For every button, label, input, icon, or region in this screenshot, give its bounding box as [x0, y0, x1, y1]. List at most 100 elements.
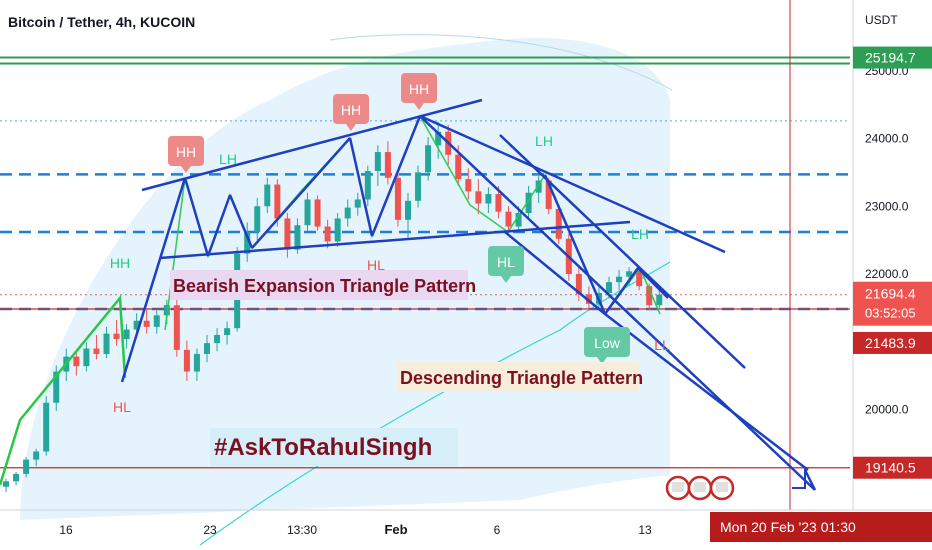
- candle-body: [475, 191, 482, 204]
- pattern-line: [141, 98, 483, 192]
- candle-body: [384, 152, 391, 178]
- pivot-label: LH: [219, 151, 237, 167]
- candle-body: [394, 177, 401, 220]
- annotation-bg: [170, 270, 468, 300]
- candle-body: [334, 218, 341, 242]
- annotation-text: #AskToRahulSingh: [214, 434, 432, 461]
- candle-body: [415, 172, 422, 201]
- candle-body: [324, 226, 331, 242]
- candle-body: [133, 320, 140, 330]
- candle-body: [344, 207, 351, 219]
- pattern-line: [419, 114, 726, 254]
- candle-body: [435, 131, 442, 146]
- y-tick-label: 24000.0: [865, 132, 909, 146]
- candle-body: [264, 184, 271, 207]
- candle-body: [143, 320, 150, 327]
- pattern-line: [603, 267, 640, 315]
- pivot-label: HL: [497, 254, 515, 270]
- candle-body: [636, 271, 643, 287]
- pivot-label: HL: [367, 257, 385, 273]
- pivot-label-pointer: [501, 276, 511, 283]
- candle-body: [53, 371, 60, 403]
- x-tick-label: 23: [203, 523, 217, 537]
- candle-body: [646, 286, 653, 306]
- event-flag-icon: [672, 482, 684, 492]
- pivot-label-box: [488, 246, 524, 276]
- pattern-line: [120, 177, 187, 383]
- candle-body: [364, 171, 371, 200]
- pivot-label-box: [401, 73, 437, 103]
- candle-body: [455, 154, 462, 180]
- annotation-text: Descending Triangle Pattern: [400, 368, 643, 388]
- price-badge: [853, 456, 932, 479]
- pattern-line: [604, 313, 809, 471]
- pivot-label: HH: [110, 255, 130, 271]
- candle-body: [224, 328, 231, 335]
- candle-body: [545, 180, 552, 209]
- trend-thin-line: [499, 134, 746, 369]
- candle-body: [33, 451, 40, 460]
- price-badge-text: 21483.9: [865, 335, 916, 351]
- date-badge: [710, 512, 932, 542]
- candle-body: [575, 274, 582, 295]
- annotation-bg: [397, 362, 639, 392]
- price-badge-text: 03:52:05: [865, 306, 916, 321]
- pivot-label: HH: [176, 144, 196, 160]
- green-trend-line: [0, 294, 127, 486]
- pattern-line: [251, 137, 351, 249]
- event-flag-icon: [716, 482, 728, 492]
- candle-body: [535, 180, 542, 193]
- pattern-line: [206, 194, 232, 257]
- price-badge-text: 25194.7: [865, 50, 916, 66]
- pivot-label: LL: [654, 337, 670, 353]
- y-tick-label: 22000.0: [865, 267, 909, 281]
- pivot-label: HH: [341, 102, 361, 118]
- candle-body: [374, 152, 381, 172]
- price-badge-text: 21694.4: [865, 286, 916, 302]
- pivot-label-pointer: [181, 166, 191, 173]
- candle-body: [314, 199, 321, 227]
- pattern-line: [637, 267, 669, 299]
- pivot-label-pointer: [597, 357, 607, 364]
- x-tick-label: 6: [494, 523, 501, 537]
- pattern-line: [803, 469, 817, 491]
- x-tick-label: 13:30: [287, 523, 317, 537]
- pivot-label: Low: [594, 335, 621, 351]
- price-badge: [853, 46, 932, 69]
- price-badge-text: 19140.5: [865, 460, 916, 476]
- pivot-label: HL: [113, 399, 131, 415]
- pattern-line: [183, 177, 210, 257]
- candle-body: [304, 199, 311, 226]
- currency-label: USDT: [865, 13, 898, 27]
- candle-body: [244, 231, 251, 254]
- pivot-label: LH: [535, 133, 553, 149]
- pivot-label-box: [584, 327, 630, 357]
- pattern-line: [504, 231, 606, 315]
- candle-body: [495, 194, 502, 212]
- candle-body: [23, 459, 30, 474]
- candle-body: [555, 208, 562, 239]
- price-badge: [853, 281, 932, 326]
- candle-body: [73, 356, 80, 367]
- x-tick-label: Feb: [384, 522, 407, 537]
- pattern-line: [348, 137, 374, 237]
- candle-body: [485, 194, 492, 204]
- pattern-line: [370, 115, 422, 237]
- date-badge-text: Mon 20 Feb '23 01:30: [720, 519, 856, 535]
- pattern-line: [419, 115, 816, 491]
- candle-body: [103, 333, 110, 354]
- candle-body: [425, 145, 432, 173]
- candle-body: [173, 305, 180, 350]
- candle-body: [153, 315, 160, 327]
- pattern-line: [159, 220, 631, 260]
- candle-body: [113, 333, 120, 340]
- candle-body: [284, 218, 291, 250]
- x-tick-label: 13: [638, 523, 652, 537]
- candle-body: [405, 200, 411, 220]
- candle-body: [193, 353, 200, 372]
- x-tick-label: 16: [59, 523, 73, 537]
- candle-body: [505, 211, 512, 227]
- candle-body: [354, 199, 361, 208]
- pivot-label: HH: [409, 81, 429, 97]
